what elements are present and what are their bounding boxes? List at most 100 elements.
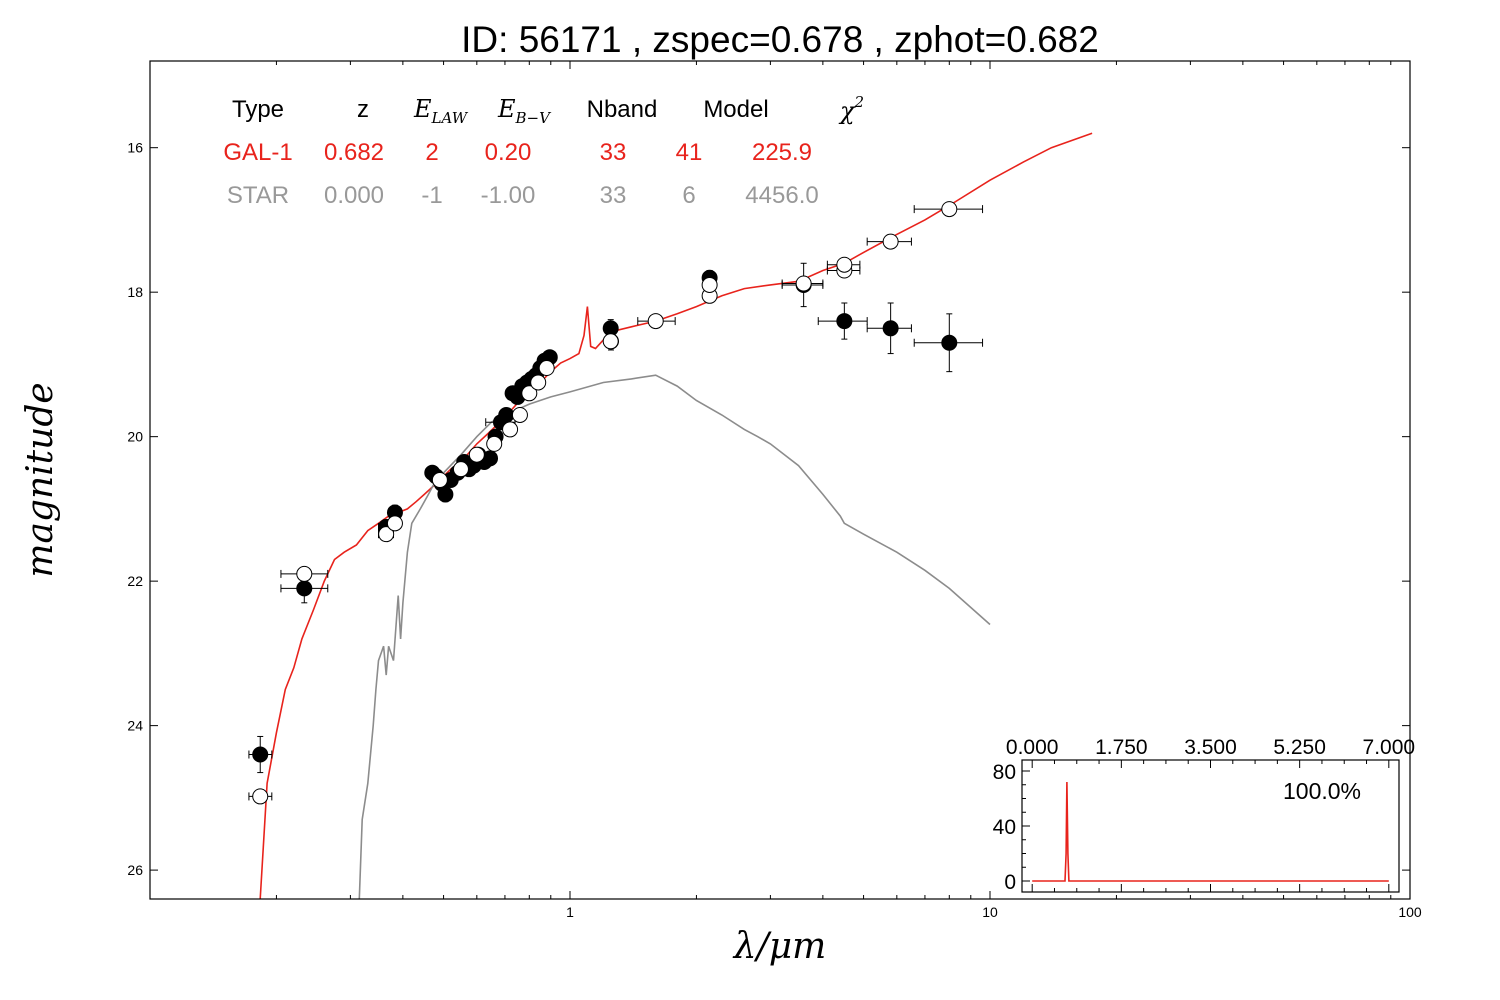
inset-axis-ticks: 0.000 1.750 3.500 5.250 7.000 0 40 80 [993,736,1415,894]
observed-point [913,313,984,373]
observed-marker [941,334,958,351]
main-points [248,201,984,805]
model-marker [486,435,503,452]
table-cell: GAL-1 [223,139,292,166]
table-header-ebv: EB−V [497,95,552,127]
main-lines [259,132,1093,900]
model-point [913,201,984,218]
observed-point [817,302,868,340]
inset-plot-frame [1021,759,1400,893]
table-header-ebv-sub: B−V [515,109,553,127]
table-header-elaw: ELAW [413,95,469,127]
model-marker [511,406,528,423]
table-cell: 33 [600,182,627,209]
observed-marker [882,320,899,337]
model-marker [296,565,313,582]
model-marker [502,421,519,438]
model-point [866,233,912,250]
y-tick-label: 22 [127,573,143,589]
table-cell: -1.00 [481,182,536,209]
inset-x-tick-label: 1.750 [1095,736,1148,759]
model-point [486,435,503,452]
table-cell: 0.20 [485,139,532,166]
inset-annotation: 100.0% [1283,778,1361,804]
y-tick-label: 16 [127,140,143,156]
inset-y-tick-label: 40 [993,816,1016,839]
table-cell: 0.682 [324,139,384,166]
model-point [431,472,448,488]
model-point [511,406,528,423]
table-header-type: Type [232,96,284,123]
model-point [637,313,676,330]
table-header-chi2-sup: 2 [854,93,865,111]
model-point [701,276,718,293]
model-marker [452,461,469,478]
table-header-elaw-main: E [413,95,432,123]
inset-pdz-plot: 0.000 1.750 3.500 5.250 7.000 0 40 80 100.0% [993,736,1415,894]
y-tick-label: 20 [127,429,143,445]
table-rows: GAL-1 0.682 2 0.20 33 41 225.9 STAR 0.000 -1 -1.00… [223,139,818,209]
table-header-ebv-main: E [497,95,516,123]
model-marker [882,233,899,250]
y-tick-label: 24 [127,718,143,734]
model-marker [701,276,718,293]
table-header-chi2-main: χ [838,97,856,125]
model-marker [836,256,853,273]
model-point [280,565,329,582]
model-point [452,461,469,478]
observed-marker [252,746,269,763]
summary-table: Type z ELAW EB−V Nband Model χ2 GAL-1 0.6… [223,93,864,209]
table-cell: STAR [227,182,289,209]
model-marker [602,333,619,350]
inset-lines [1032,781,1389,882]
model-point [386,515,403,532]
model-point [826,256,861,273]
model-marker [530,374,547,391]
inset-y-tick-label: 80 [993,761,1016,784]
model-point [781,275,824,292]
inset-pdz-line [1032,781,1389,882]
model-marker [647,313,664,330]
table-header-model: Model [703,96,768,123]
table-header-z: z [357,96,369,123]
table-cell: 6 [682,182,695,209]
x-axis-label: λ/μm [732,926,826,967]
inset-x-tick-label: 3.500 [1184,736,1237,759]
model-point [248,788,273,805]
model-marker [941,201,958,218]
model-point [538,360,555,377]
main-plot-frame [149,60,1411,900]
table-cell: 225.9 [752,139,812,166]
y-axis-label: magnitude [20,382,61,577]
y-tick-label: 18 [127,284,143,300]
table-cell: 33 [600,139,627,166]
model-point [378,526,395,543]
observed-point [498,406,515,423]
observed-marker [482,450,499,467]
observed-point [280,573,329,604]
model-marker [386,515,403,532]
table-header-nband: Nband [587,96,658,123]
table-cell: 0.000 [324,182,384,209]
x-tick-label: 100 [1398,904,1422,920]
model-point [521,385,538,402]
inset-y-tick-label: 0 [1004,871,1016,894]
table-cell: -1 [421,182,442,209]
inset-x-tick-label: 7.000 [1363,736,1416,759]
model-marker [378,526,395,543]
model-marker [468,446,485,463]
observed-marker [836,313,853,330]
model-point [468,446,485,463]
series-line-gal-1 [259,132,1093,900]
model-marker [252,788,269,805]
observed-marker [296,580,313,597]
x-tick-label: 1 [566,904,574,920]
observed-point [866,302,912,355]
observed-marker [498,406,515,423]
observed-point [482,450,499,467]
model-point [602,333,619,350]
table-cell: 4456.0 [745,182,818,209]
